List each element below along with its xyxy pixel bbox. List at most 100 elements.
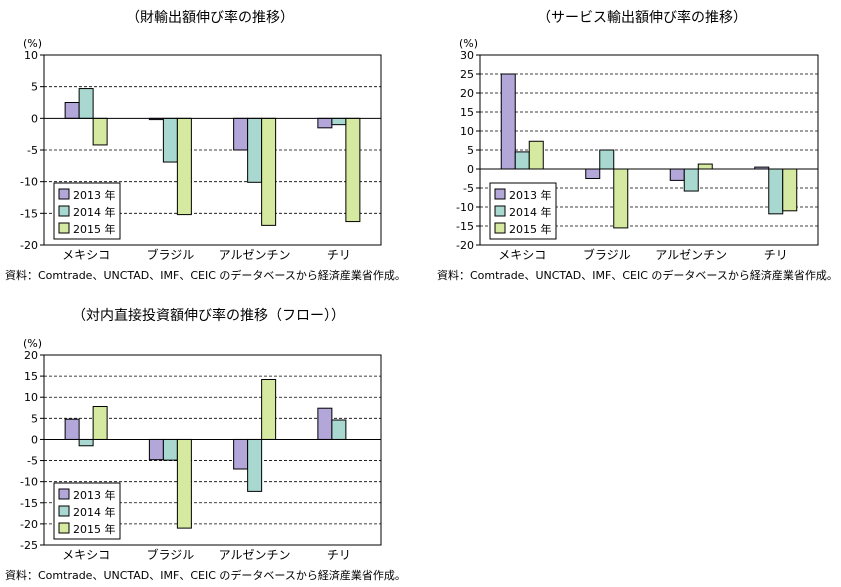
x-category-label: アルゼンチン: [219, 248, 291, 262]
bar: [78, 88, 94, 119]
y-tick-label: -10: [20, 476, 38, 489]
y-tick-label: 15: [460, 106, 474, 119]
legend-label: 2014 年: [509, 205, 552, 219]
y-tick-label: 20: [460, 87, 474, 100]
legend-label: 2015 年: [509, 222, 552, 236]
y-tick-label: 10: [24, 391, 38, 404]
bar: [176, 117, 192, 216]
y-tick-label: -20: [456, 239, 474, 252]
chart-svg: 10 5 0 -5 -10 -15 -20 (%) メキシコ ブラジル アルゼンチン チリ 2013 年…: [20, 37, 382, 262]
y-tick-label: -5: [27, 455, 38, 468]
y-tick-label: 25: [460, 68, 474, 81]
chart-panel-service-exports: （サービス輸出額伸び率の推移） 30 25 20 15 10 5 0 -5 -10 -15 -20 (…: [430, 0, 841, 290]
y-axis-unit: (%): [459, 37, 478, 50]
bar: [247, 117, 263, 183]
bar: [317, 117, 333, 129]
bar: [233, 117, 249, 151]
legend-label: 2015 年: [73, 522, 116, 536]
y-tick-label: 0: [31, 433, 38, 446]
bar: [331, 117, 347, 126]
bar: [697, 163, 713, 170]
bar: [331, 419, 347, 440]
x-category-label: チリ: [764, 248, 788, 262]
y-tick-label: -20: [20, 239, 38, 252]
bar: [92, 406, 108, 440]
bar: [233, 438, 249, 470]
plot-frame: [43, 354, 382, 546]
y-tick-label: -20: [20, 518, 38, 531]
y-tick-label: 5: [31, 412, 38, 425]
chart-title: （財輸出額伸び率の推移）: [126, 10, 294, 26]
legend-swatch: [494, 222, 506, 234]
y-tick-label: -5: [463, 182, 474, 195]
bar: [500, 73, 516, 170]
bar: [64, 418, 80, 440]
legend-label: 2013 年: [73, 488, 116, 502]
legend-label: 2014 年: [73, 505, 116, 519]
legend-swatch: [58, 188, 70, 200]
bar: [599, 149, 615, 170]
y-tick-label: -15: [456, 220, 474, 233]
source-note: 資料：Comtrade、UNCTAD、IMF、CEIC のデータベースから経済産…: [437, 269, 838, 282]
legend-label: 2014 年: [73, 205, 116, 219]
x-category-label: メキシコ: [498, 248, 546, 262]
legend-label: 2013 年: [73, 188, 116, 202]
y-tick-label: 10: [460, 125, 474, 138]
bar: [613, 168, 629, 229]
bar: [162, 438, 178, 461]
chart-panel-fdi: （対内直接投資額伸び率の推移（フロー）） 20 15 10 5 0 -5 -10 -15 -20…: [0, 300, 420, 587]
y-tick-label: 0: [31, 112, 38, 125]
legend-swatch: [58, 205, 70, 217]
x-category-label: チリ: [327, 248, 351, 262]
y-tick-label: 10: [24, 49, 38, 62]
legend-label: 2013 年: [509, 188, 552, 202]
source-note: 資料：Comtrade、UNCTAD、IMF、CEIC のデータベースから経済産…: [5, 269, 406, 282]
y-tick-label: 0: [467, 163, 474, 176]
x-category-label: ブラジル: [583, 247, 631, 262]
bar: [261, 117, 277, 226]
bar: [317, 407, 333, 440]
bar: [261, 378, 277, 440]
bar: [78, 438, 94, 447]
bar: [514, 151, 530, 170]
source-note: 資料：Comtrade、UNCTAD、IMF、CEIC のデータベースから経済産…: [5, 569, 406, 582]
x-category-label: アルゼンチン: [655, 248, 727, 262]
chart-title: （サービス輸出額伸び率の推移）: [537, 10, 747, 26]
x-category-label: メキシコ: [62, 248, 110, 262]
x-category-label: メキシコ: [62, 548, 110, 562]
bar: [345, 117, 361, 223]
bar: [148, 438, 164, 461]
x-category-label: アルゼンチン: [219, 548, 291, 562]
bar: [162, 117, 178, 163]
y-tick-label: -10: [20, 176, 38, 189]
chart-svg: 30 25 20 15 10 5 0 -5 -10 -15 -20 (%) メキシコ ブラジル アルゼンチン…: [456, 37, 819, 262]
y-tick-label: -25: [20, 539, 38, 552]
bar: [528, 140, 544, 170]
bar: [64, 102, 80, 119]
y-tick-label: 5: [467, 144, 474, 157]
legend-swatch: [58, 505, 70, 517]
y-axis-unit: (%): [23, 37, 42, 50]
y-tick-label: 20: [24, 349, 38, 362]
legend-swatch: [58, 488, 70, 500]
x-category-label: ブラジル: [146, 547, 194, 562]
y-tick-label: -15: [20, 497, 38, 510]
y-tick-label: -5: [27, 144, 38, 157]
bar: [782, 168, 798, 212]
legend-label: 2015 年: [73, 222, 116, 236]
legend-swatch: [58, 222, 70, 234]
bar: [683, 168, 699, 192]
bar: [768, 168, 784, 215]
y-tick-label: 5: [31, 81, 38, 94]
y-axis-unit: (%): [23, 337, 42, 350]
bar: [247, 438, 263, 492]
bar: [92, 117, 108, 146]
chart-title: （対内直接投資額伸び率の推移（フロー））: [72, 308, 345, 324]
legend-swatch: [58, 522, 70, 534]
y-tick-label: 15: [24, 370, 38, 383]
bar: [669, 168, 685, 181]
x-category-label: チリ: [327, 548, 351, 562]
y-tick-label: -15: [20, 207, 38, 220]
legend-swatch: [494, 188, 506, 200]
chart-svg: 20 15 10 5 0 -5 -10 -15 -20 -25 (%) メキシコ ブラジル アルゼンチン チ…: [20, 337, 382, 562]
